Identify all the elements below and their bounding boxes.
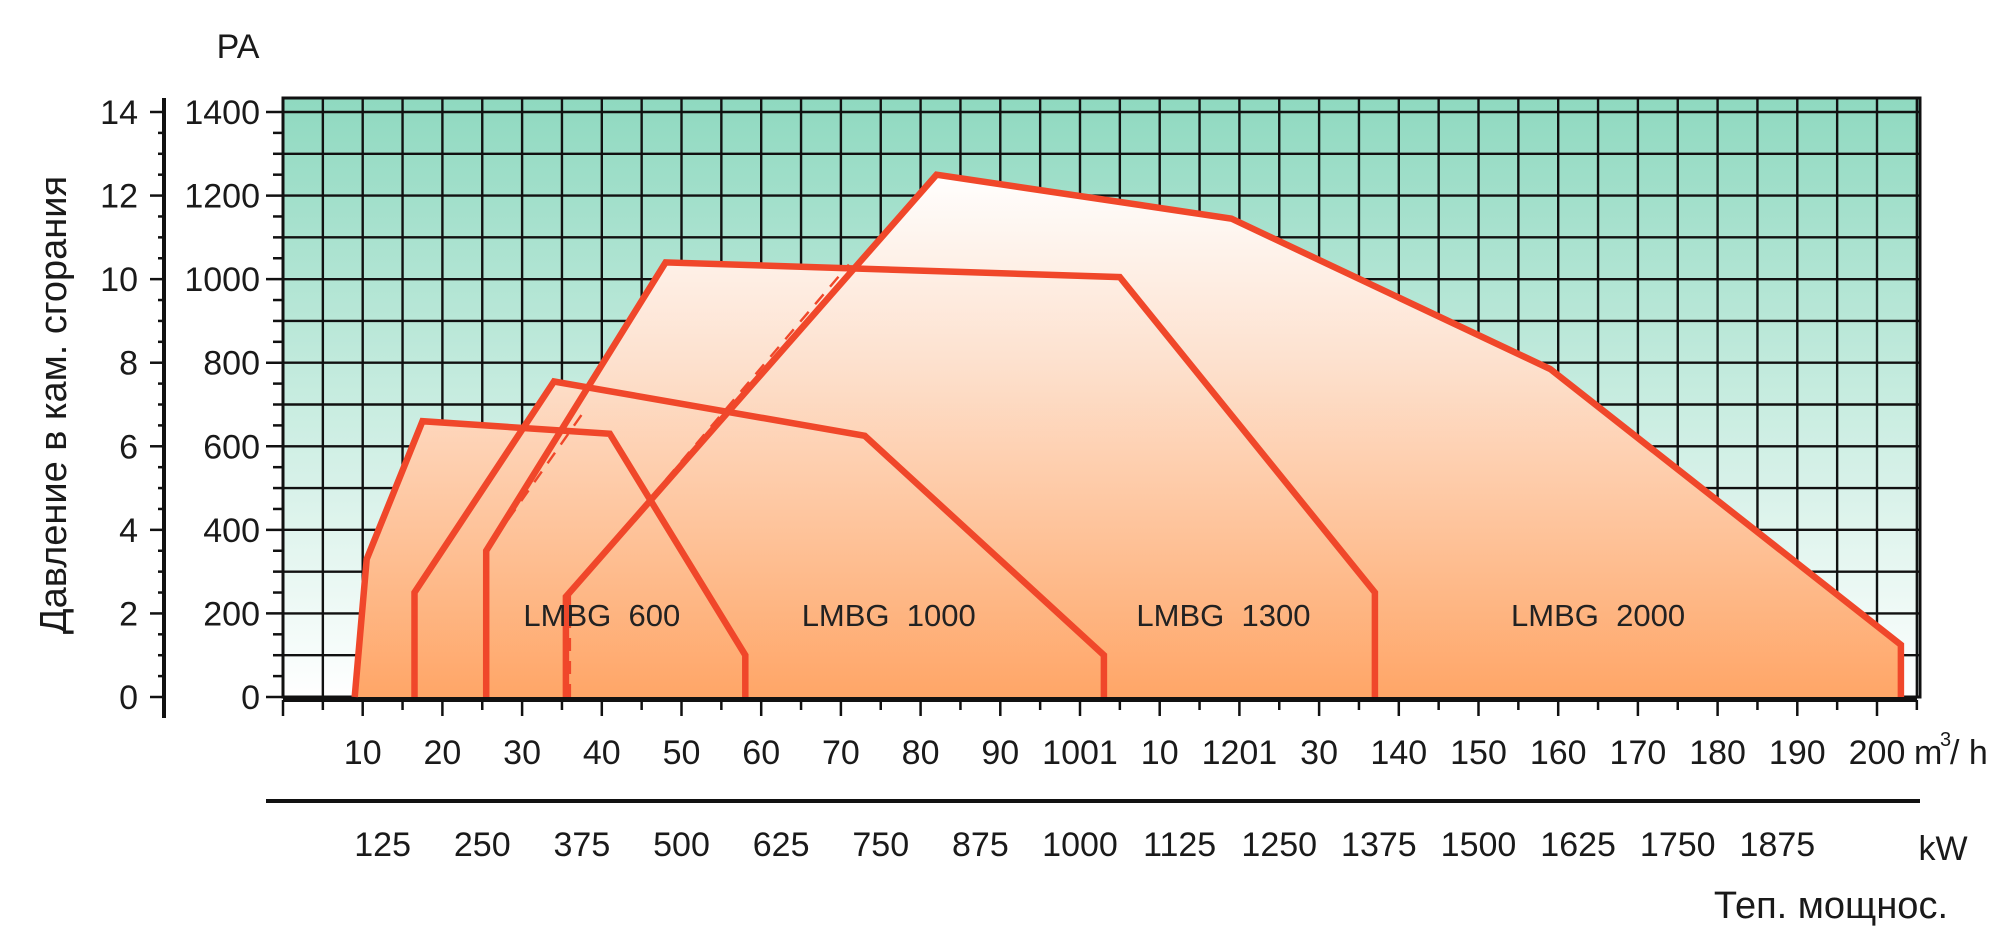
- flow-unit-label: m 3 / h: [1914, 729, 1988, 772]
- series-label: LMBG 1000: [802, 598, 976, 633]
- y-left-tick-label: 4: [119, 512, 138, 550]
- x-flow-tick-label: 200: [1849, 734, 1906, 772]
- x-flow-tick-label: 30: [1300, 734, 1338, 772]
- x-power-tick-label: 1500: [1441, 826, 1517, 864]
- x-power-tick-label: 875: [952, 826, 1009, 864]
- x-flow-tick-label: 140: [1370, 734, 1427, 772]
- power-unit-label: kW: [1918, 830, 1967, 868]
- labels: 0 0 2 200 4 400 6 600 8 800 10 1000 12 1200 14 1400 10 20…: [100, 94, 1905, 864]
- line-lmbg-600: [351, 417, 749, 698]
- x-flow-tick-label: 10: [1141, 734, 1179, 772]
- x-power-tick-label: 1000: [1042, 826, 1118, 864]
- x-power-tick-label: 375: [554, 826, 611, 864]
- x-power-tick-label: 1750: [1640, 826, 1716, 864]
- areas: [354, 174, 1901, 697]
- y-right-tick-label: 1400: [184, 94, 260, 132]
- svg-text:3: 3: [1940, 729, 1951, 751]
- x-power-tick-label: 1125: [1143, 826, 1216, 864]
- x-power-tick-label: 625: [753, 826, 810, 864]
- y-left-tick-label: 12: [100, 178, 138, 216]
- x-flow-tick-label: 90: [981, 734, 1019, 772]
- x-power-tick-label: 1625: [1540, 826, 1616, 864]
- axes: [150, 98, 1920, 803]
- dashed-line-lmbg-1000: [485, 408, 587, 697]
- x-axis-title: Теп. мощнос.: [1714, 885, 1948, 927]
- y-right-tick-label: 200: [203, 595, 260, 633]
- x-power-tick-label: 1875: [1740, 826, 1816, 864]
- series-lines: [351, 171, 1905, 698]
- y-left-tick-label: 2: [119, 595, 138, 633]
- y-right-tick-label: 1200: [184, 178, 260, 216]
- x-flow-tick-label: 40: [583, 734, 621, 772]
- x-power-tick-label: 1250: [1241, 826, 1317, 864]
- line-lmbg-1000: [411, 377, 1108, 697]
- svg-text:/ h: / h: [1950, 734, 1988, 772]
- y-left-tick-label: 8: [119, 345, 138, 383]
- series-label: LMBG 1300: [1136, 598, 1310, 633]
- x-flow-tick-label: 80: [902, 734, 940, 772]
- y-right-tick-label: 800: [203, 345, 260, 383]
- x-flow-tick-label: 160: [1530, 734, 1587, 772]
- series-label: LMBG 600: [523, 598, 680, 633]
- x-flow-tick-label: 10: [344, 734, 382, 772]
- y-right-tick-label: 400: [203, 512, 260, 550]
- x-power-tick-label: 1375: [1341, 826, 1417, 864]
- x-power-tick-label: 250: [454, 826, 511, 864]
- dashed-line-lmbg-1300: [568, 263, 850, 697]
- x-power-tick-label: 500: [653, 826, 710, 864]
- x-flow-tick-label: 150: [1450, 734, 1507, 772]
- svg-text:m: m: [1914, 734, 1942, 772]
- y-left-tick-label: 14: [100, 94, 138, 132]
- x-power-tick-label: 125: [354, 826, 411, 864]
- y-right-tick-label: 1000: [184, 261, 260, 299]
- y-left-tick-label: 10: [100, 261, 138, 299]
- y-right-tick-label: 0: [241, 679, 260, 717]
- y-right-tick-label: 600: [203, 428, 260, 466]
- x-flow-tick-label: 50: [663, 734, 701, 772]
- x-flow-tick-label: 180: [1689, 734, 1746, 772]
- series-label: LMBG 2000: [1511, 598, 1685, 633]
- x-flow-tick-label: 170: [1610, 734, 1667, 772]
- x-flow-tick-label: 1001: [1042, 734, 1118, 772]
- y-axis-title: Давление в кам. сгорания: [33, 176, 75, 634]
- x-power-tick-label: 750: [852, 826, 909, 864]
- x-flow-tick-label: 20: [423, 734, 461, 772]
- dashed-line-lmbg-600: [413, 428, 524, 697]
- x-flow-tick-label: 70: [822, 734, 860, 772]
- line-lmbg-2000: [562, 171, 1905, 697]
- x-flow-tick-label: 1201: [1202, 734, 1278, 772]
- x-flow-tick-label: 190: [1769, 734, 1826, 772]
- x-flow-tick-label: 30: [503, 734, 541, 772]
- y-left-tick-label: 6: [119, 428, 138, 466]
- x-flow-tick-label: 60: [742, 734, 780, 772]
- y-left-tick-label: 0: [119, 679, 138, 717]
- y-unit-label: PA: [217, 28, 260, 66]
- area-lmbg-600: [354, 421, 746, 697]
